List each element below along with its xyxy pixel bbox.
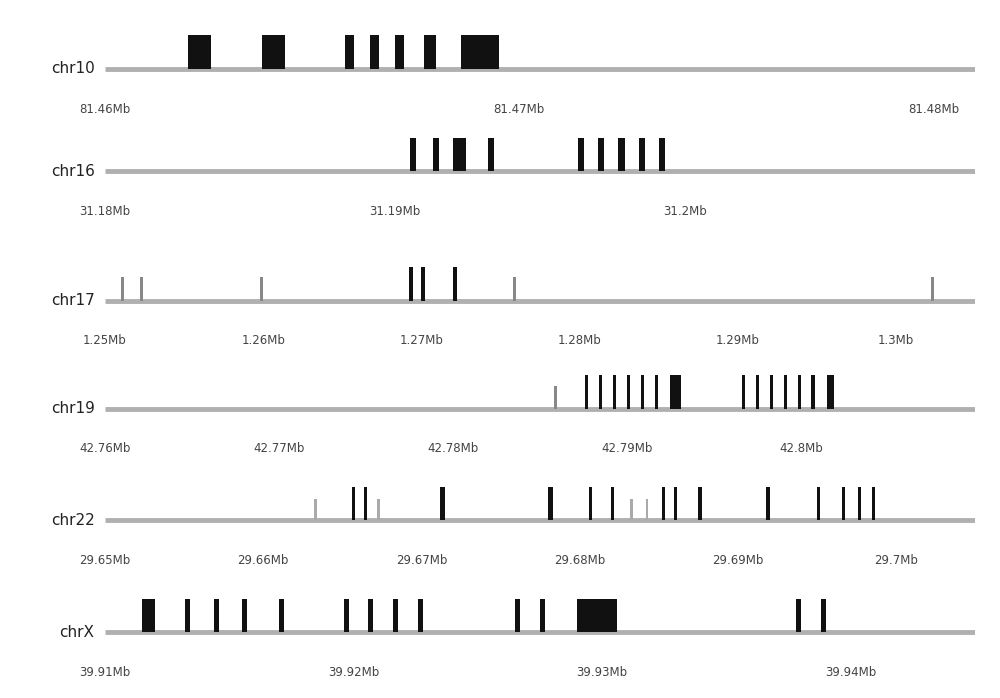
Bar: [674, 487, 677, 521]
Bar: [611, 487, 614, 521]
Bar: [364, 487, 367, 521]
Bar: [742, 376, 745, 409]
Bar: [214, 599, 219, 632]
Bar: [142, 599, 155, 632]
Bar: [409, 267, 413, 301]
Bar: [395, 36, 404, 69]
Bar: [418, 599, 423, 632]
Bar: [817, 487, 820, 521]
Bar: [242, 599, 247, 632]
Bar: [344, 599, 349, 632]
Bar: [393, 599, 398, 632]
Text: chr17: chr17: [51, 293, 95, 308]
Bar: [798, 376, 801, 409]
Bar: [756, 376, 759, 409]
Bar: [670, 376, 681, 409]
Bar: [453, 138, 466, 172]
Bar: [410, 138, 416, 172]
Bar: [872, 487, 875, 521]
Bar: [639, 138, 645, 172]
Bar: [260, 277, 263, 301]
Bar: [655, 376, 658, 409]
Bar: [842, 487, 845, 521]
Bar: [589, 487, 592, 521]
Bar: [662, 487, 665, 521]
Bar: [140, 277, 143, 301]
Bar: [770, 376, 773, 409]
Bar: [766, 487, 770, 521]
Bar: [314, 499, 317, 521]
Bar: [630, 499, 633, 521]
Bar: [618, 138, 625, 172]
Bar: [627, 376, 630, 409]
Text: chr19: chr19: [51, 401, 95, 416]
Bar: [461, 36, 499, 69]
Bar: [827, 376, 834, 409]
Bar: [598, 138, 604, 172]
Bar: [453, 267, 457, 301]
Bar: [185, 599, 190, 632]
Bar: [796, 599, 801, 632]
Bar: [554, 385, 557, 409]
Bar: [698, 487, 702, 521]
Bar: [858, 487, 861, 521]
Bar: [577, 599, 617, 632]
Bar: [488, 138, 494, 172]
Bar: [513, 277, 516, 301]
Bar: [377, 499, 380, 521]
Bar: [548, 487, 553, 521]
Bar: [424, 36, 436, 69]
Bar: [578, 138, 584, 172]
Bar: [540, 599, 545, 632]
Bar: [784, 376, 787, 409]
Bar: [421, 267, 425, 301]
Bar: [613, 376, 616, 409]
Bar: [352, 487, 355, 521]
Bar: [279, 599, 284, 632]
Bar: [515, 599, 520, 632]
Bar: [188, 36, 211, 69]
Bar: [659, 138, 665, 172]
Bar: [440, 487, 445, 521]
Bar: [370, 36, 379, 69]
Bar: [262, 36, 285, 69]
Bar: [641, 376, 644, 409]
Text: chr22: chr22: [51, 513, 95, 528]
Bar: [433, 138, 439, 172]
Text: chrX: chrX: [60, 625, 95, 639]
Bar: [646, 499, 648, 521]
Bar: [811, 376, 815, 409]
Bar: [121, 277, 124, 301]
Bar: [821, 599, 826, 632]
Bar: [599, 376, 602, 409]
Text: chr10: chr10: [51, 61, 95, 76]
Bar: [931, 277, 934, 301]
Bar: [368, 599, 373, 632]
Bar: [585, 376, 588, 409]
Text: chr16: chr16: [51, 164, 95, 179]
Bar: [345, 36, 354, 69]
